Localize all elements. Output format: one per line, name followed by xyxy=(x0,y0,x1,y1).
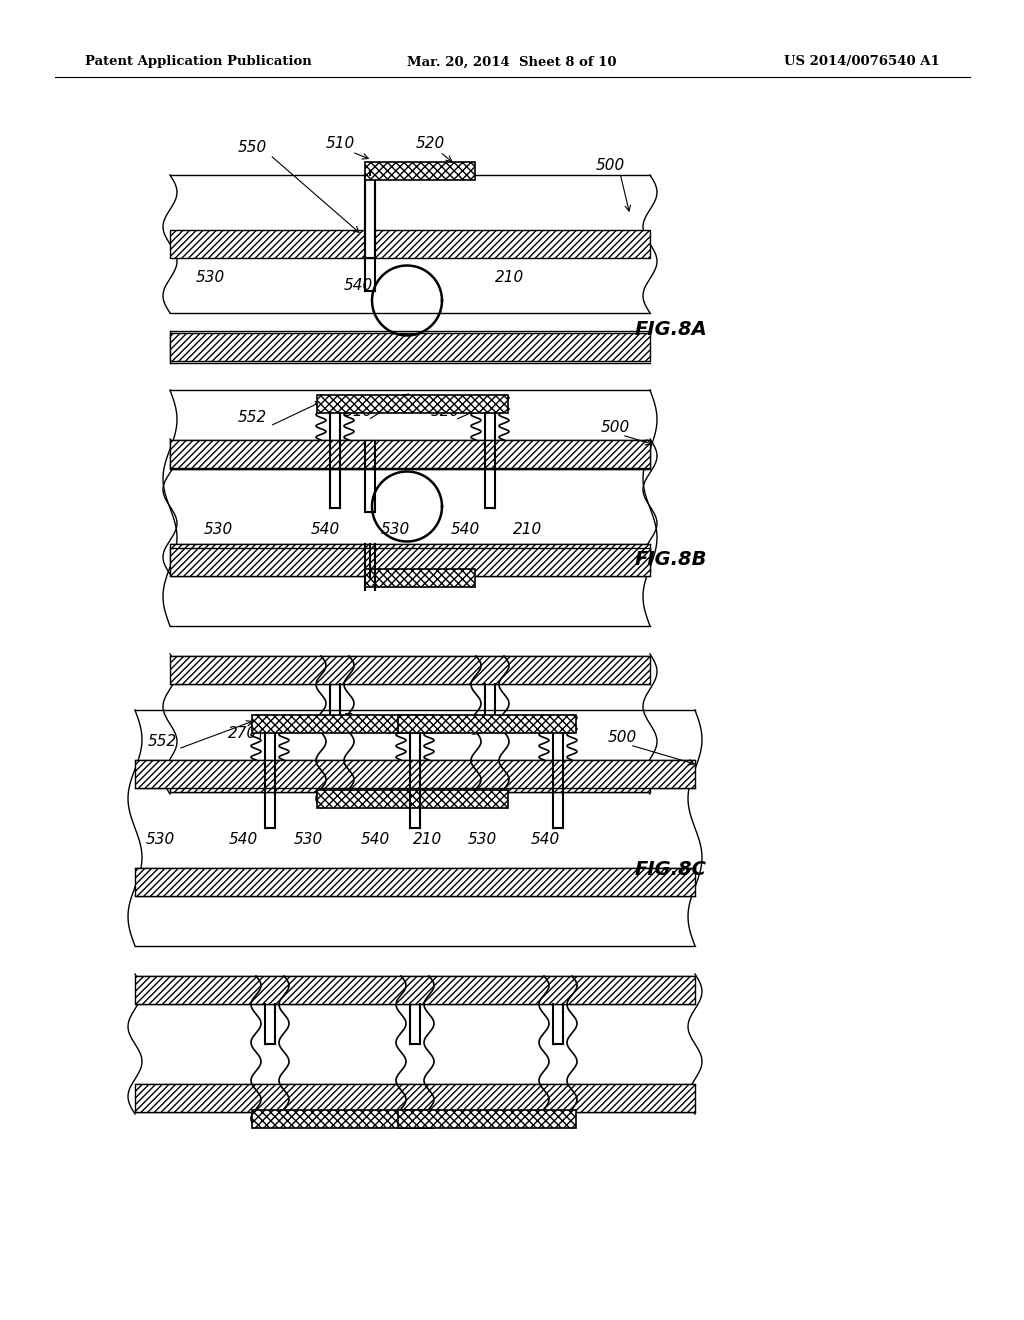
Bar xyxy=(252,715,433,733)
Bar xyxy=(398,1110,575,1129)
Text: 510: 510 xyxy=(368,719,396,734)
Text: 520: 520 xyxy=(445,719,475,734)
Text: 210: 210 xyxy=(414,833,442,847)
Text: 530: 530 xyxy=(293,833,323,847)
Text: 530: 530 xyxy=(196,271,224,285)
Bar xyxy=(398,715,575,733)
Bar xyxy=(170,230,650,257)
Text: 552: 552 xyxy=(147,734,176,750)
Bar xyxy=(317,395,508,413)
Text: 550: 550 xyxy=(238,140,266,156)
Text: 530: 530 xyxy=(145,833,175,847)
Text: 540: 540 xyxy=(228,833,258,847)
Text: Patent Application Publication: Patent Application Publication xyxy=(85,55,311,69)
Text: 510: 510 xyxy=(343,404,373,420)
Bar xyxy=(365,569,475,587)
Text: 520: 520 xyxy=(430,404,460,420)
Text: Mar. 20, 2014  Sheet 8 of 10: Mar. 20, 2014 Sheet 8 of 10 xyxy=(408,55,616,69)
Text: US 2014/0076540 A1: US 2014/0076540 A1 xyxy=(784,55,940,69)
Bar xyxy=(135,975,695,1005)
Bar xyxy=(252,1110,433,1129)
Bar xyxy=(365,162,475,180)
Text: 540: 540 xyxy=(343,277,373,293)
Text: 270: 270 xyxy=(228,726,258,741)
Text: 540: 540 xyxy=(451,523,479,537)
Bar xyxy=(135,869,695,896)
Bar xyxy=(170,544,650,572)
Text: 530: 530 xyxy=(380,523,410,537)
Text: 552: 552 xyxy=(238,411,266,425)
Text: 500: 500 xyxy=(595,157,625,173)
Text: 540: 540 xyxy=(530,833,560,847)
Text: 500: 500 xyxy=(600,420,630,434)
Text: FIG.8B: FIG.8B xyxy=(635,550,708,569)
Bar xyxy=(135,1084,695,1111)
Bar xyxy=(365,176,375,257)
Bar xyxy=(135,760,695,788)
Bar xyxy=(170,441,650,469)
Text: 530: 530 xyxy=(204,523,232,537)
Text: 540: 540 xyxy=(360,833,389,847)
Text: 520: 520 xyxy=(416,136,444,150)
Text: FIG.8A: FIG.8A xyxy=(635,319,708,339)
Text: 210: 210 xyxy=(496,271,524,285)
Text: 210: 210 xyxy=(513,523,543,537)
Bar xyxy=(317,789,508,808)
Text: FIG.8C: FIG.8C xyxy=(635,861,707,879)
Bar xyxy=(170,764,650,792)
Text: 540: 540 xyxy=(310,523,340,537)
Bar xyxy=(170,656,650,684)
Bar xyxy=(170,440,650,469)
Text: 530: 530 xyxy=(467,833,497,847)
Text: 510: 510 xyxy=(326,136,354,150)
Bar xyxy=(170,548,650,576)
Text: 500: 500 xyxy=(607,730,637,746)
Bar xyxy=(170,333,650,360)
